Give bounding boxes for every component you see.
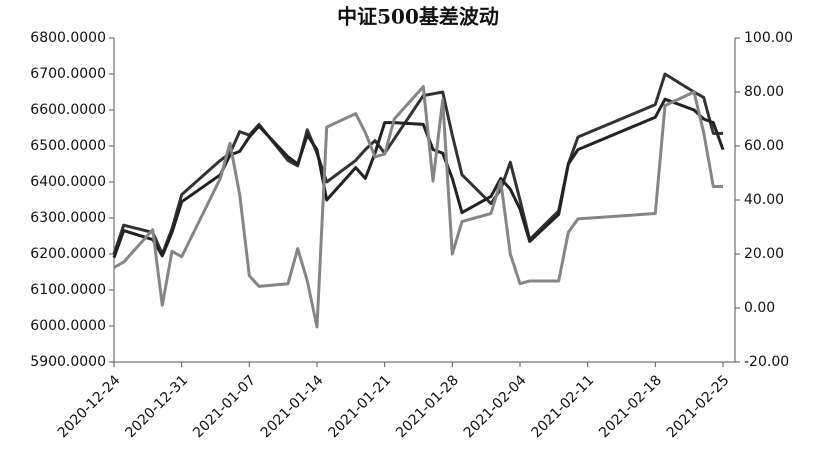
y2-tick-label: 40.00	[744, 192, 784, 208]
y2-tick-label: 20.00	[744, 246, 784, 262]
x-tick-label: 2021-01-28	[393, 372, 462, 441]
x-tick-label: 2021-02-04	[461, 372, 530, 441]
y-tick-label: 6500.0000	[30, 138, 106, 154]
y-tick-label: 6700.0000	[30, 66, 106, 82]
x-tick-label: 2021-01-21	[325, 372, 394, 441]
y2-tick-label: -20.00	[744, 354, 789, 370]
series-line	[113, 85, 723, 329]
y-tick-label: 6800.0000	[30, 30, 106, 46]
y2-tick-label: 100.00	[744, 30, 793, 46]
y-tick-label: 6600.0000	[30, 102, 106, 118]
y-tick-label: 6000.0000	[30, 318, 106, 334]
chart-title: 中证500基差波动	[337, 5, 499, 29]
y2-tick-label: 80.00	[744, 84, 784, 100]
series-line	[112, 72, 723, 256]
y-tick-label: 6400.0000	[30, 174, 106, 190]
y-tick-label: 6200.0000	[30, 246, 106, 262]
x-tick-label: 2021-02-25	[664, 372, 733, 441]
y2-tick-label: 60.00	[744, 138, 784, 154]
x-tick-label: 2020-12-31	[122, 372, 191, 441]
y-tick-label: 5900.0000	[30, 354, 106, 370]
x-tick-label: 2021-01-07	[190, 372, 259, 441]
series-line	[112, 97, 725, 259]
y-tick-label: 6300.0000	[30, 210, 106, 226]
y-tick-label: 6100.0000	[30, 282, 106, 298]
x-tick-label: 2021-02-18	[596, 372, 665, 441]
y2-tick-label: 0.00	[744, 300, 775, 316]
x-tick-label: 2021-02-11	[528, 372, 597, 441]
x-tick-label: 2021-01-14	[258, 372, 327, 441]
x-tick-label: 2020-12-24	[55, 372, 124, 441]
